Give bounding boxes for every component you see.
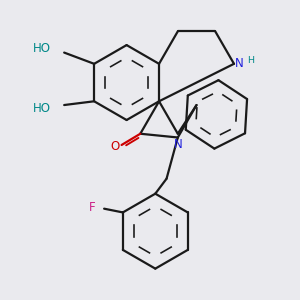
Text: N: N — [235, 57, 244, 70]
Text: F: F — [89, 201, 95, 214]
Text: HO: HO — [33, 102, 51, 115]
Text: H: H — [248, 56, 254, 64]
Text: HO: HO — [33, 42, 51, 55]
Text: O: O — [110, 140, 119, 153]
Text: N: N — [173, 138, 182, 151]
